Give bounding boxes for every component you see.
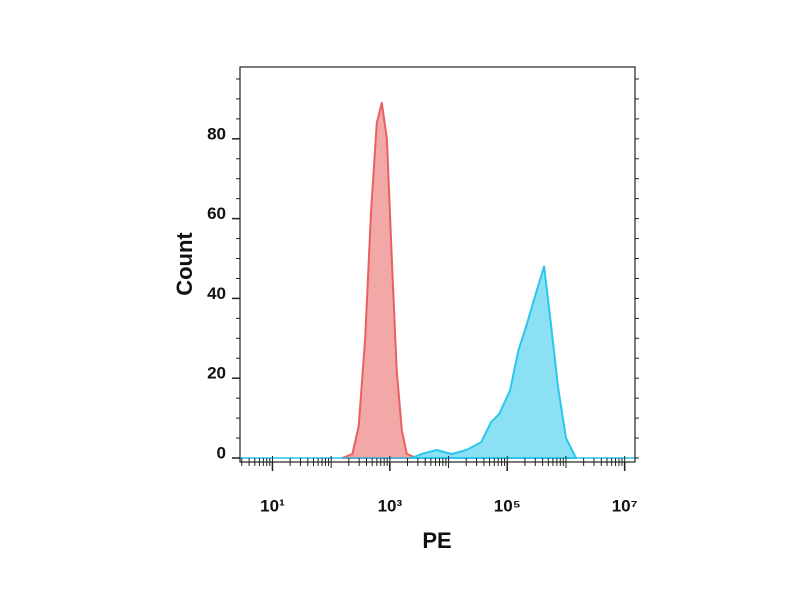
y-tick-label: 40 bbox=[207, 284, 226, 303]
y-tick-label: 0 bbox=[217, 443, 226, 462]
x-tick-label: 10⁷ bbox=[612, 496, 638, 515]
x-tick-label: 10³ bbox=[378, 496, 403, 515]
area bbox=[341, 101, 418, 460]
y-tick-label: 80 bbox=[207, 124, 226, 143]
plot-frame bbox=[239, 66, 636, 463]
area bbox=[410, 265, 577, 460]
y-tick-label: 20 bbox=[207, 364, 226, 383]
y-tick-label: 60 bbox=[207, 204, 226, 223]
x-tick-label: 10⁵ bbox=[494, 496, 521, 515]
x-tick-label: 10¹ bbox=[260, 496, 285, 515]
y-axis-title: Count bbox=[172, 232, 197, 296]
x-axis-title: PE bbox=[422, 528, 451, 553]
